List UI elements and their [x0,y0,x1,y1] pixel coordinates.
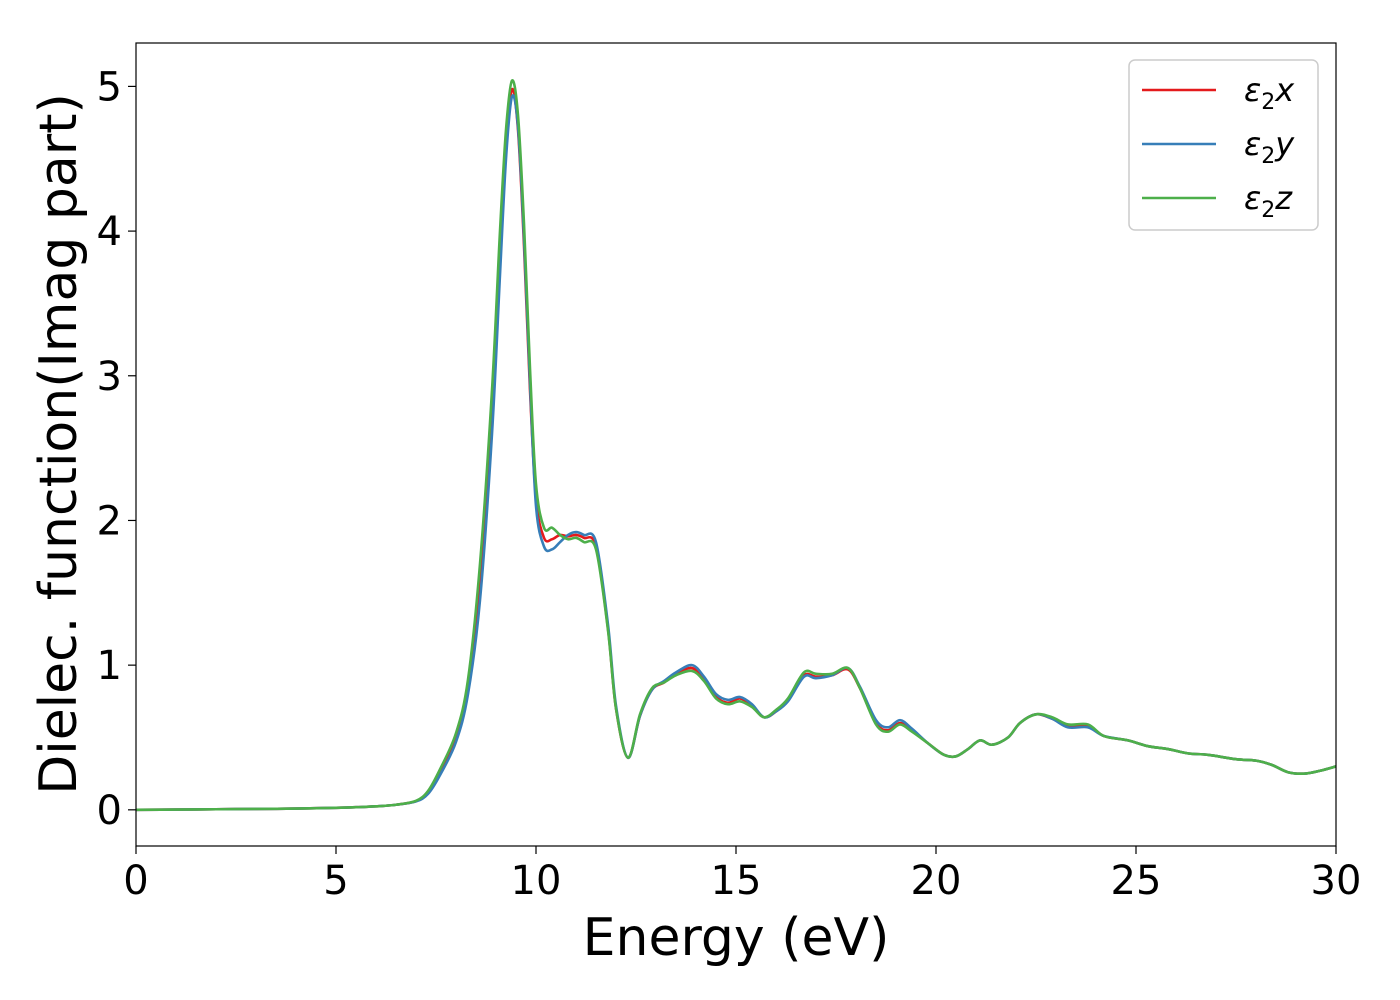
y-tick-label: 0 [97,788,122,834]
y-tick-label: 2 [97,498,122,544]
series-layer [136,79,1336,812]
legend-label-z: ε2z [1244,179,1293,223]
x-tick-label: 10 [511,858,562,904]
y-tick-label: 3 [97,354,122,400]
series-line-y [136,94,1336,812]
legend-label-x: ε2x [1244,71,1295,115]
x-axis-ticks: 0 5 10 15 20 25 30 [123,846,1361,904]
series-line-z [136,79,1336,812]
x-tick-label: 20 [911,858,962,904]
y-tick-label: 4 [97,209,122,255]
x-tick-label: 15 [711,858,762,904]
legend-label-y: ε2y [1244,125,1295,169]
y-axis-ticks: 0 1 2 3 4 5 [97,64,136,834]
x-tick-label: 5 [323,858,348,904]
x-axis-label: Energy (eV) [583,908,890,968]
y-tick-label: 5 [97,64,122,110]
legend: ε2x ε2y ε2z [1128,59,1319,231]
y-axis-label: Dielec. function(Imag part) [29,93,89,795]
x-tick-label: 25 [1111,858,1162,904]
x-tick-label: 0 [123,858,148,904]
x-tick-label: 30 [1311,858,1362,904]
y-tick-label: 1 [97,643,122,689]
legend-box [1128,59,1319,231]
